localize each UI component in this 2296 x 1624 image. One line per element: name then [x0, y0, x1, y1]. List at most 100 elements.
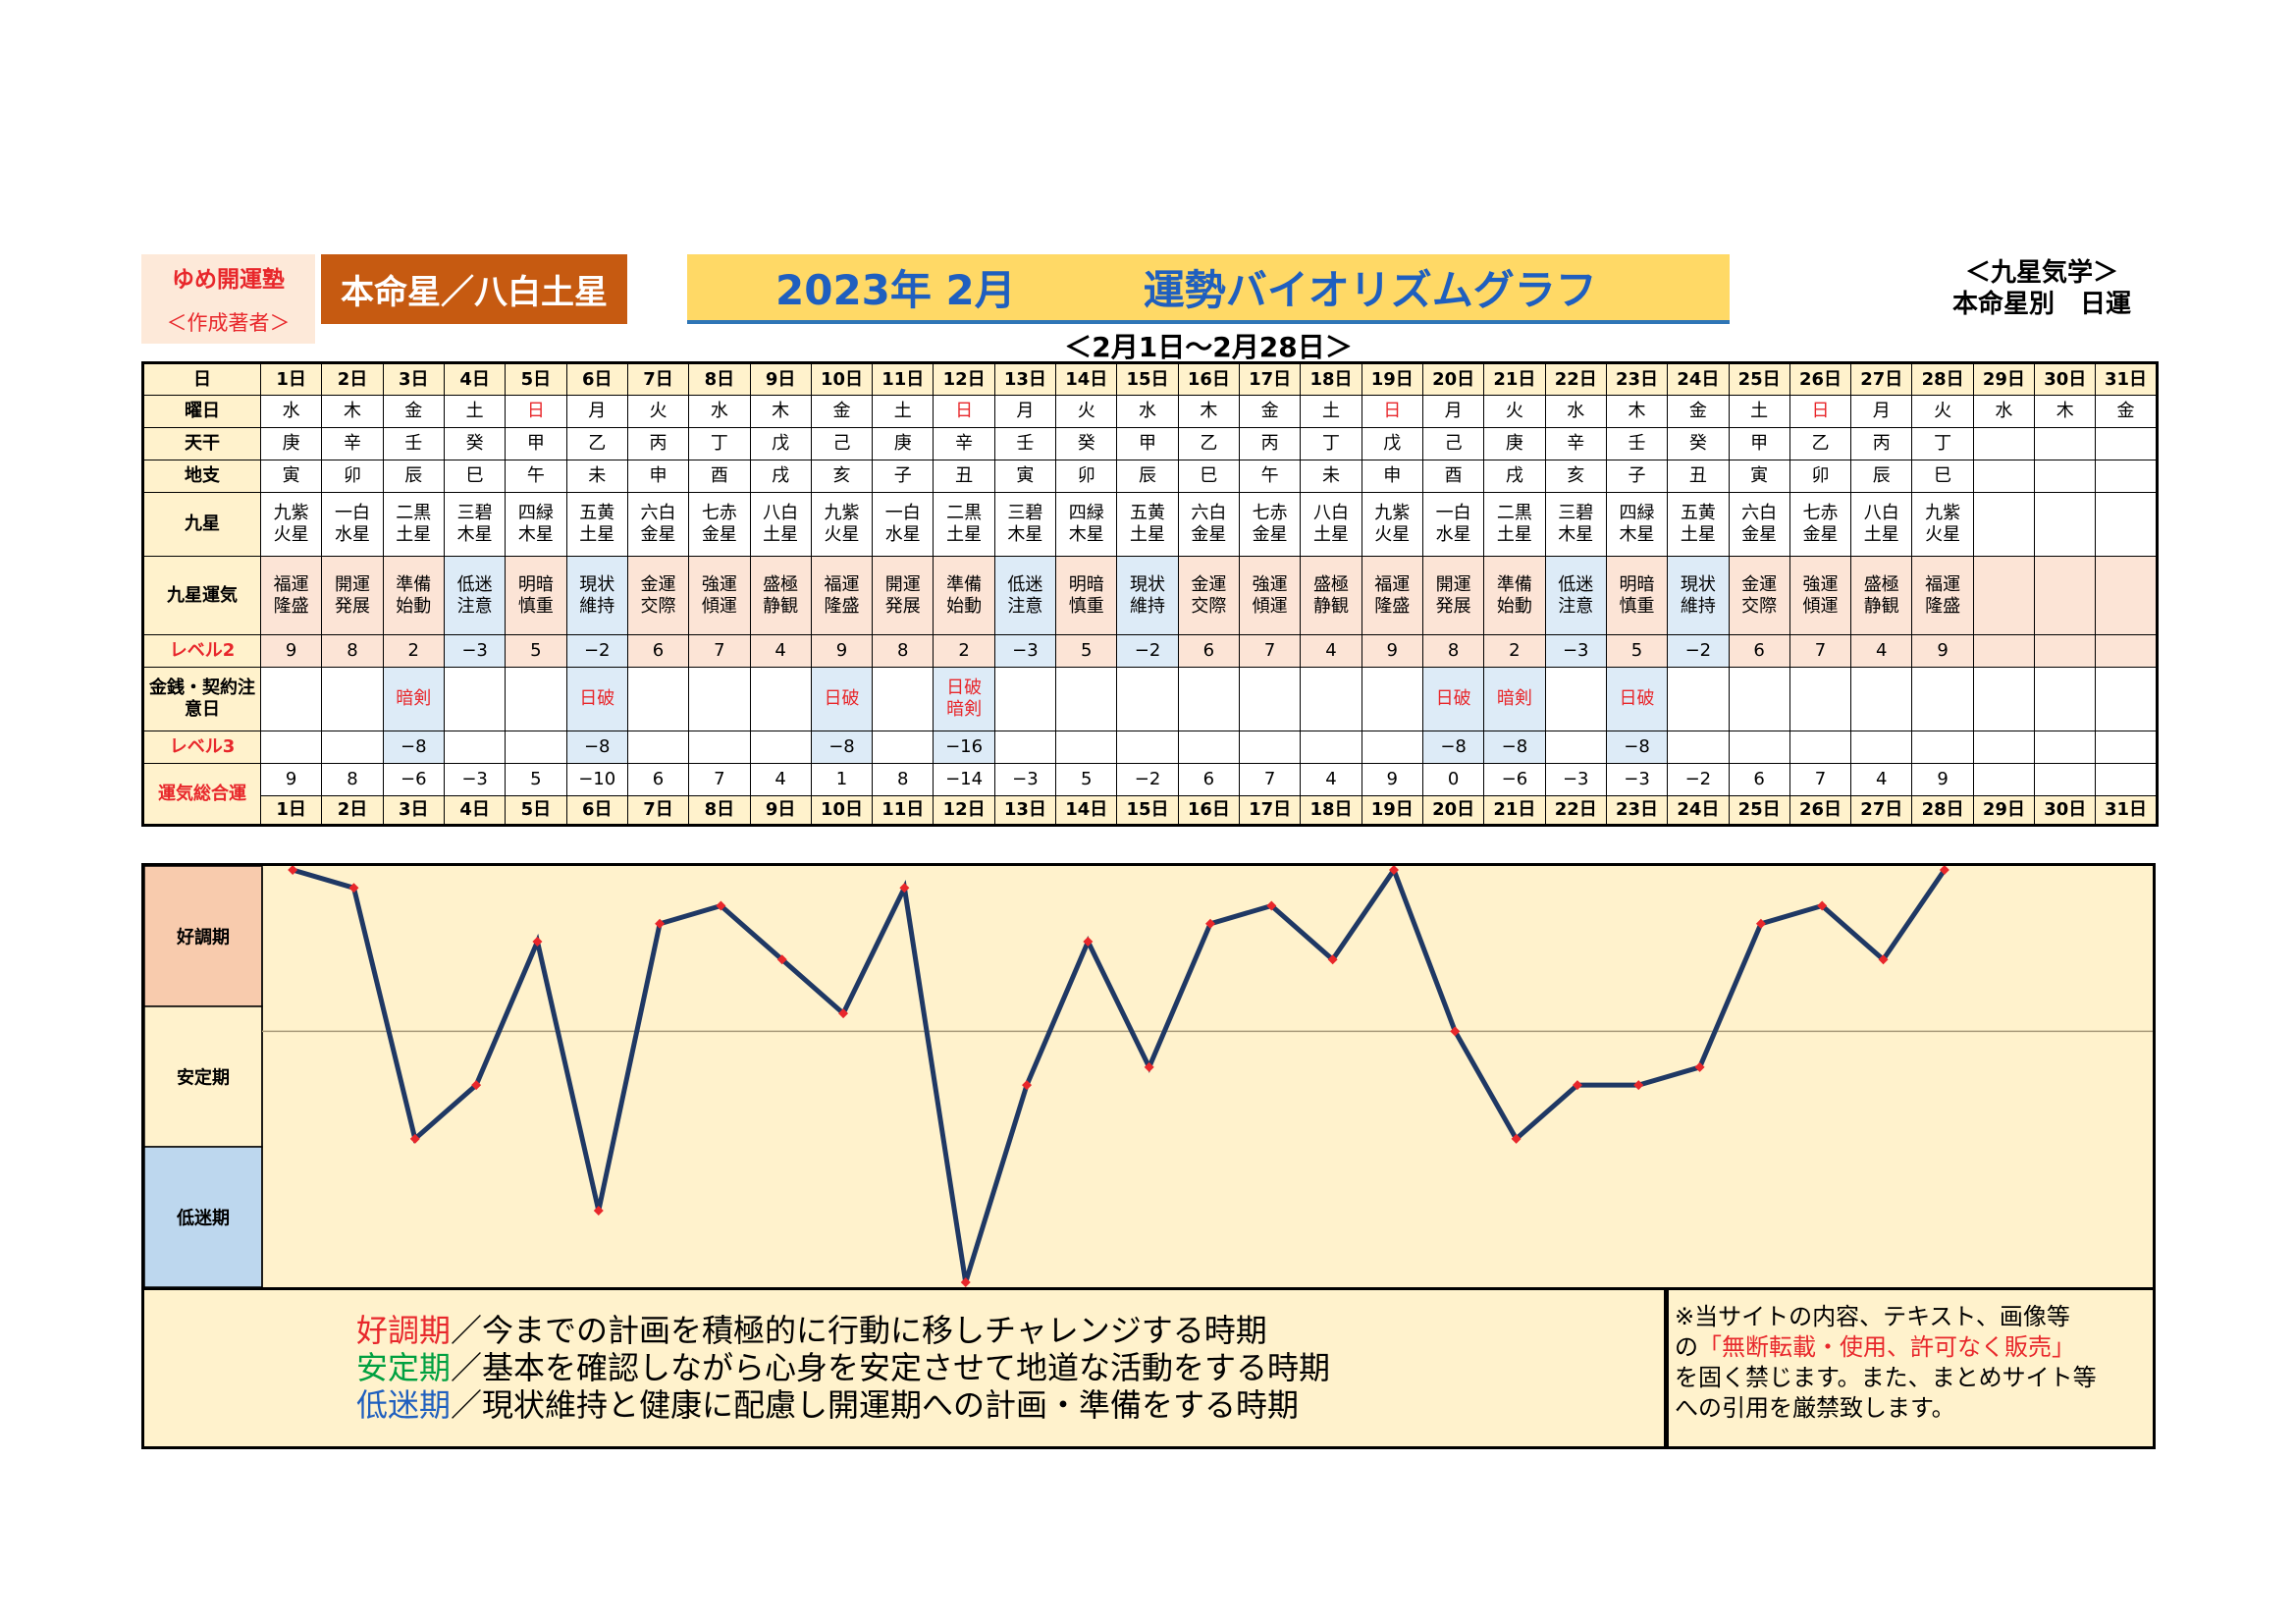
weekday-row: 曜日水木金土日月火水木金土日月火水木金土日月火水木金土日月火水木金 [142, 395, 2158, 428]
kyusei-cell: 九紫 火星 [1361, 492, 1423, 557]
kyusei-line-2: 火星 [1925, 524, 1961, 545]
kyusei-line-1: 一白 [334, 503, 370, 523]
kyusei-line-2: 木星 [1068, 524, 1104, 545]
level2-cell: 4 [1300, 634, 1362, 668]
sogo-cell: 8 [321, 763, 384, 796]
level2-cell: 4 [1850, 634, 1913, 668]
unki-line-1: 開運 [884, 573, 921, 595]
kyusei-line-2: 土星 [1130, 524, 1166, 545]
unki-cell: 強運 傾運 [1789, 556, 1852, 635]
date-range: ＜2月1日～2月28日＞ [1064, 331, 1353, 363]
day-footer-cell: 29日 [1972, 795, 2036, 826]
weekday-cell: 日 [505, 395, 567, 428]
unki-line-2: 傾運 [1802, 595, 1839, 617]
kyusei-line-1: 六白 [640, 503, 676, 523]
unki-cell: 準備 始動 [933, 556, 995, 635]
kyusei-cell: 三碧 木星 [993, 492, 1057, 557]
day-footer-cell: 24日 [1667, 795, 1730, 826]
weekday-cell: 土 [1728, 395, 1790, 428]
chishi-cell: 寅 [259, 460, 323, 493]
legend-low-text: ／現状維持と健康に配慮し開運期への計画・準備をする時期 [451, 1386, 1300, 1424]
kinsen-row: 金銭・契約注意日 暗剣 日破 日破 日破 暗剣 日破 暗剣 日破 [142, 667, 2158, 731]
sogo-cell: 7 [688, 763, 751, 796]
tenkan-cell: 丙 [1238, 427, 1302, 460]
level3-cell [993, 731, 1057, 764]
day-footer-cell: 23日 [1605, 795, 1669, 826]
day-footer-cell: 13日 [993, 795, 1057, 826]
unki-cell: 明暗 慎重 [1605, 556, 1669, 635]
weekday-cell: 金 [810, 395, 874, 428]
kyusei-cell: 一白 水星 [321, 492, 384, 557]
unki-line-1: 明暗 [1068, 573, 1104, 595]
day-cell: 8日 [688, 362, 751, 396]
chishi-cell: 寅 [993, 460, 1057, 493]
day-cell: 14日 [1055, 362, 1118, 396]
kyusei-line-2: 土星 [1496, 524, 1532, 545]
legend-low-keyword: 低迷期 [356, 1386, 452, 1424]
kinsen-cell [872, 667, 934, 731]
day-cell: 2日 [321, 362, 384, 396]
sogo-cell [2095, 763, 2158, 796]
unki-line-2: 静観 [1863, 595, 1899, 617]
kinsen-cell [1361, 667, 1423, 731]
level3-cell [1728, 731, 1790, 764]
tenkan-cell: 乙 [565, 427, 628, 460]
unki-line-1: 強運 [1252, 573, 1288, 595]
weekday-cell: 木 [749, 395, 812, 428]
day-cell: 1日 [259, 362, 323, 396]
unki-cell: 盛極 静観 [1300, 556, 1362, 635]
kinsen-cell [1055, 667, 1118, 731]
kinsen-mark: 日破 [579, 688, 615, 709]
org-sub: ＜作成著者＞ [166, 311, 291, 335]
kyusei-line-1: 五黄 [1680, 503, 1716, 523]
level3-cell: −8 [382, 731, 445, 764]
data-point [1205, 918, 1215, 929]
chishi-cell: 辰 [1116, 460, 1179, 493]
level2-cell: 2 [933, 634, 995, 668]
day-footer-cell: 3日 [382, 795, 445, 826]
unki-cell: 福運 隆盛 [1911, 556, 1974, 635]
sogo-cell: 8 [872, 763, 934, 796]
day-cell: 6日 [565, 362, 628, 396]
kyusei-line-1: 四緑 [1068, 503, 1104, 523]
tenkan-cell: 壬 [382, 427, 445, 460]
kyusei-line-2: 土星 [1312, 524, 1349, 545]
day-footer-cell: 16日 [1177, 795, 1241, 826]
tenkan-cell: 甲 [1116, 427, 1179, 460]
sogo-cell: −2 [1116, 763, 1179, 796]
kyusei-line-1: 九紫 [1374, 503, 1411, 523]
tenkan-cell: 丙 [1850, 427, 1913, 460]
sogo-cell: 9 [259, 763, 323, 796]
data-point [1817, 900, 1828, 911]
unki-line-1: 福運 [824, 573, 860, 595]
kyusei-line-2: 金星 [640, 524, 676, 545]
level3-cell [1850, 731, 1913, 764]
kyusei-line-1: 一白 [1435, 503, 1471, 523]
data-point [1633, 1080, 1644, 1091]
kinsen-cell: 日破 [1421, 667, 1485, 731]
tenkan-label: 天干 [142, 427, 261, 460]
data-point [348, 883, 359, 893]
kyusei-line-1: 五黄 [1130, 503, 1166, 523]
day-footer-cell: 31日 [2095, 795, 2158, 826]
kyusei-cell: 四緑 木星 [1605, 492, 1669, 557]
level2-cell: 6 [1728, 634, 1790, 668]
kyusei-line-1: 九紫 [824, 503, 860, 523]
unki-line-2: 注意 [1558, 595, 1594, 617]
kyusei-cell: 五黄 土星 [1116, 492, 1179, 557]
kyusei-line-2: 木星 [517, 524, 554, 545]
weekday-cell: 水 [1116, 395, 1179, 428]
unki-cell: 開運 発展 [1421, 556, 1485, 635]
kyusei-line-1: 七赤 [1802, 503, 1839, 523]
chishi-cell: 子 [872, 460, 934, 493]
unki-line-1: 盛極 [1312, 573, 1349, 595]
kinsen-mark: 暗剣 [1496, 688, 1532, 709]
kyusei-line-2: 土星 [1680, 524, 1716, 545]
chishi-cell: 酉 [1421, 460, 1485, 493]
kyusei-cell: 五黄 土星 [1667, 492, 1730, 557]
unki-line-1: 低迷 [1558, 573, 1594, 595]
tenkan-cell: 乙 [1177, 427, 1241, 460]
tenkan-cell: 庚 [1483, 427, 1546, 460]
tenkan-cell: 乙 [1789, 427, 1852, 460]
